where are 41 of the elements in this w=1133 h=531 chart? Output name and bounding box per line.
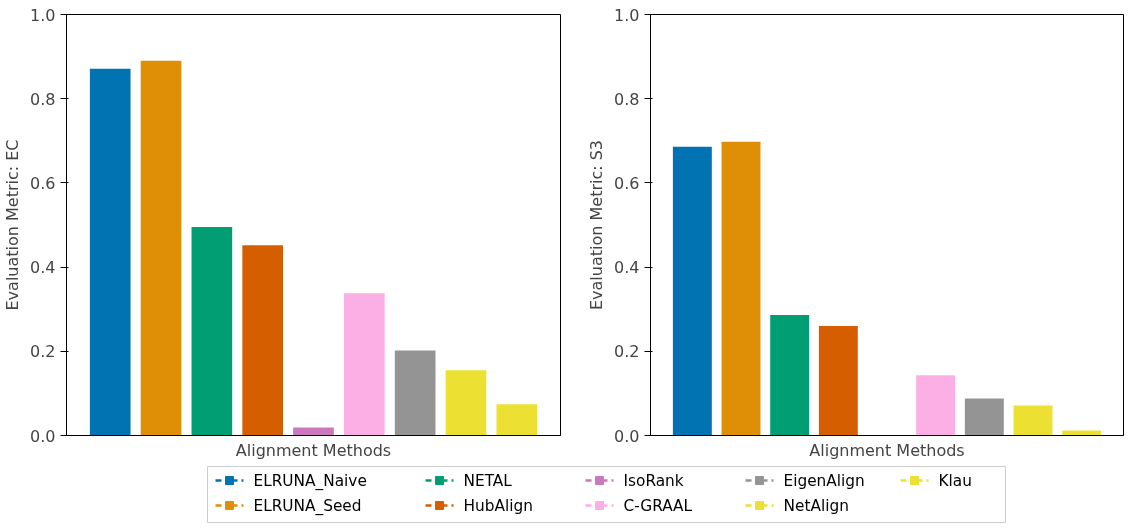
y-tick-label: 0.4	[614, 258, 640, 278]
bar	[496, 404, 538, 436]
legend-label: EigenAlign	[783, 471, 865, 490]
y-axis-title: Evaluation Metric: S3	[587, 139, 607, 311]
legend-label: NETAL	[463, 471, 513, 490]
bar	[445, 370, 487, 436]
y-tick-label: 0.8	[614, 89, 640, 109]
legend-label: ELRUNA_Naive	[253, 471, 367, 491]
legend-label: Klau	[938, 471, 972, 490]
y-tick-label: 0.6	[30, 173, 56, 193]
y-tick-label: 0.2	[30, 342, 56, 362]
legend-label: NetAlign	[783, 496, 849, 515]
y-tick-label: 0.6	[614, 173, 640, 193]
legend-label: ELRUNA_Seed	[253, 496, 362, 516]
bar	[672, 146, 712, 436]
y-tick-label: 1.0	[614, 5, 640, 25]
x-axis-title: Alignment Methods	[235, 440, 392, 460]
x-axis-title: Alignment Methods	[809, 440, 965, 460]
bar	[343, 293, 385, 436]
bar	[89, 68, 131, 436]
y-tick-label: 0.4	[30, 258, 56, 278]
bar	[721, 141, 761, 436]
y-axis-title: Evaluation Metric: EC	[3, 139, 23, 311]
y-tick-label: 0.0	[614, 426, 640, 446]
bar	[394, 350, 436, 436]
bar	[140, 60, 182, 436]
bar	[770, 315, 810, 436]
legend-label: HubAlign	[463, 496, 533, 515]
bar	[818, 326, 858, 436]
bar	[1062, 430, 1102, 436]
y-tick-label: 0.8	[30, 89, 56, 109]
y-tick-label: 0.0	[30, 426, 56, 446]
legend-label: C-GRAAL	[623, 496, 693, 515]
bar	[1013, 405, 1053, 436]
bar	[964, 398, 1004, 436]
y-tick-label: 1.0	[30, 5, 56, 25]
y-tick-label: 0.2	[614, 342, 640, 362]
bar	[916, 375, 956, 436]
bar	[191, 227, 233, 436]
legend-label: IsoRank	[623, 471, 684, 490]
bar	[242, 245, 284, 436]
